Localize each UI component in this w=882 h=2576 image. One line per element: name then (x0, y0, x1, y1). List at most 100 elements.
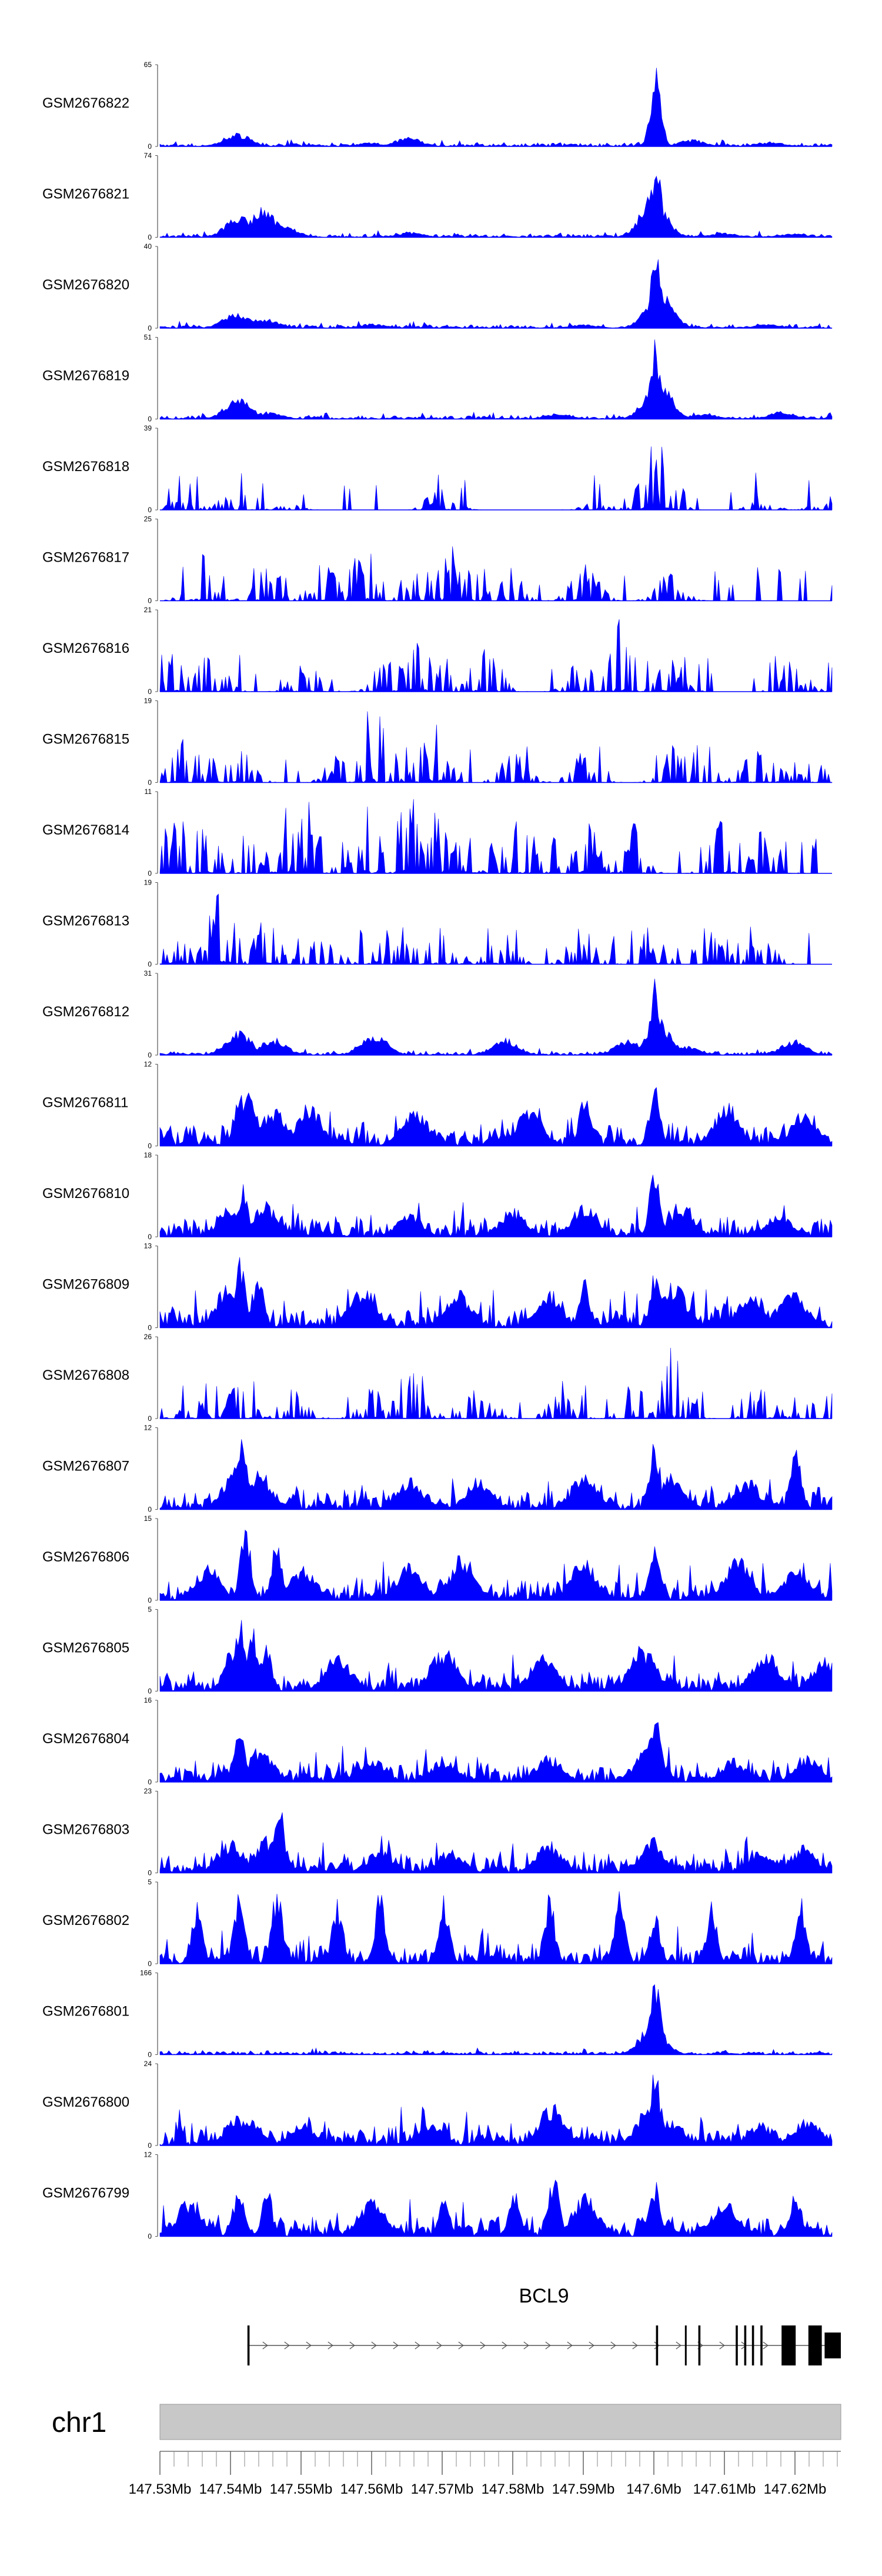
gene-exon (808, 2325, 822, 2365)
y-min-label: 0 (148, 1414, 152, 1423)
track-label: GSM2676801 (42, 2004, 129, 2020)
coverage-area (159, 1812, 833, 1873)
y-min-label: 0 (148, 1960, 152, 1968)
gene-exon (736, 2325, 738, 2365)
y-max-label: 12 (144, 2151, 152, 2159)
track-label: GSM2676815 (42, 732, 129, 748)
strand-arrow (719, 2341, 725, 2350)
axis-tick-label: 147.6Mb (626, 2481, 681, 2497)
coverage-area (159, 68, 833, 147)
coverage-area (159, 339, 833, 419)
track-GSM2676806: GSM2676806 15 0 (42, 1514, 833, 1604)
strand-arrow (458, 2341, 464, 2350)
y-max-label: 13 (144, 1242, 152, 1250)
y-max-label: 12 (144, 1060, 152, 1069)
y-min-label: 0 (148, 2233, 152, 2241)
y-min-label: 0 (148, 506, 152, 514)
track-GSM2676807: GSM2676807 12 0 (42, 1424, 833, 1514)
track-label: GSM2676816 (42, 640, 129, 656)
coverage-area (159, 259, 833, 329)
gene-exon (656, 2325, 659, 2365)
track-label: GSM2676809 (42, 1277, 129, 1293)
coverage-area (159, 799, 832, 874)
track-label: GSM2676821 (42, 186, 129, 202)
track-GSM2676802: GSM2676802 5 0 (42, 1878, 833, 1968)
strand-arrow (371, 2341, 377, 2350)
track-GSM2676817: GSM2676817 25 0 (42, 515, 833, 605)
track-label: GSM2676808 (42, 1367, 129, 1383)
axis-tick-label: 147.58Mb (482, 2481, 544, 2497)
gene-exon (760, 2325, 763, 2365)
gene-exon (247, 2325, 250, 2365)
coverage-area (159, 1984, 833, 2056)
y-max-label: 18 (144, 1151, 152, 1159)
track-GSM2676819: GSM2676819 51 0 (42, 333, 833, 423)
coverage-area (159, 979, 833, 1056)
track-label: GSM2676803 (42, 1822, 129, 1838)
track-GSM2676815: GSM2676815 19 0 (42, 697, 833, 787)
y-min-label: 0 (148, 1778, 152, 1786)
y-min-label: 0 (148, 2141, 152, 2150)
y-max-label: 25 (144, 515, 152, 523)
strand-arrow (349, 2341, 355, 2350)
coverage-area (159, 1439, 833, 1510)
track-GSM2676800: GSM2676800 24 0 (42, 2060, 833, 2150)
y-min-label: 0 (148, 415, 152, 423)
strand-arrow (632, 2341, 638, 2350)
strand-arrow (262, 2341, 268, 2350)
track-GSM2676799: GSM2676799 12 0 (42, 2151, 833, 2241)
track-GSM2676804: GSM2676804 16 0 (42, 1696, 833, 1786)
coverage-area (159, 619, 833, 692)
y-min-label: 0 (148, 1506, 152, 1514)
coverage-area (159, 2074, 833, 2146)
y-max-label: 12 (144, 1424, 152, 1432)
y-max-label: 5 (148, 1606, 152, 1614)
track-GSM2676821: GSM2676821 74 0 (42, 152, 833, 242)
strand-arrow (328, 2341, 333, 2350)
gene-exon (698, 2325, 701, 2365)
gene-exon (744, 2325, 747, 2365)
track-GSM2676810: GSM2676810 18 0 (42, 1151, 833, 1241)
strand-arrow (763, 2341, 769, 2350)
track-label: GSM2676812 (42, 1004, 129, 1020)
coverage-area (159, 893, 832, 965)
y-min-label: 0 (148, 1596, 152, 1604)
y-max-label: 19 (144, 879, 152, 887)
y-max-label: 39 (144, 424, 152, 432)
track-label: GSM2676806 (42, 1549, 129, 1565)
coverage-tracks: GSM2676822650GSM2676821740GSM2676820400G… (42, 61, 833, 2241)
axis-tick-label: 147.62Mb (764, 2481, 827, 2497)
coverage-area (160, 546, 833, 602)
y-min-label: 0 (148, 597, 152, 605)
y-min-label: 0 (148, 1687, 152, 1696)
strand-arrow (393, 2341, 399, 2350)
gene-track: BCL9 (247, 2285, 841, 2365)
y-max-label: 16 (144, 1696, 152, 1704)
track-label: GSM2676810 (42, 1186, 129, 1202)
coverage-area (159, 1257, 833, 1328)
y-max-label: 65 (144, 61, 152, 69)
y-min-label: 0 (148, 233, 152, 242)
y-min-label: 0 (148, 142, 152, 151)
gene-model (247, 2325, 841, 2365)
y-min-label: 0 (148, 1869, 152, 1877)
track-label: GSM2676813 (42, 913, 129, 929)
coverage-area (159, 1087, 833, 1146)
y-max-label: 40 (144, 242, 152, 251)
ideogram-track: chr1 (52, 2404, 841, 2440)
track-label: GSM2676811 (42, 1095, 128, 1111)
track-GSM2676803: GSM2676803 23 0 (42, 1787, 833, 1877)
genome-axis: 147.53Mb 147.54Mb 147.55Mb 147.56Mb 147.57Mb… (129, 2451, 841, 2497)
y-max-label: 51 (144, 333, 152, 342)
axis-tick-label: 147.54Mb (199, 2481, 262, 2497)
axis-tick-label: 147.61Mb (693, 2481, 756, 2497)
y-max-label: 5 (148, 1878, 152, 1886)
strand-arrow (480, 2341, 486, 2350)
chromosome-label: chr1 (52, 2407, 106, 2438)
gene-exon (751, 2325, 754, 2365)
track-GSM2676809: GSM2676809 13 0 (42, 1242, 833, 1332)
y-min-label: 0 (148, 869, 152, 877)
track-GSM2676811: GSM2676811 12 0 (42, 1060, 833, 1150)
strand-arrow (284, 2341, 290, 2350)
